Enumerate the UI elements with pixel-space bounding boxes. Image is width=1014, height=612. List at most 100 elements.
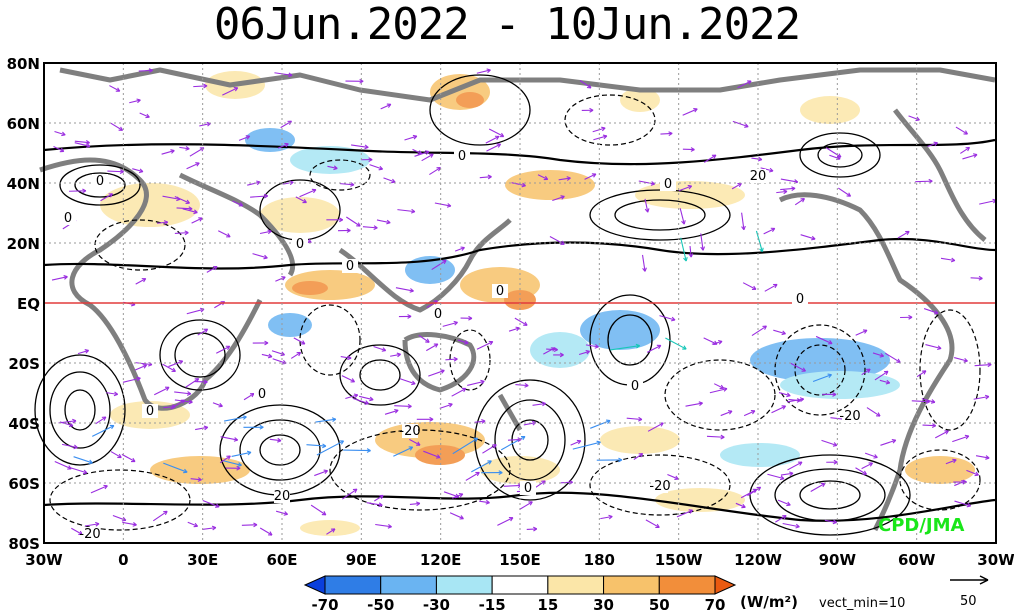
contour-label: 0	[146, 404, 154, 419]
wind-vector	[220, 436, 239, 442]
longitude-axis: 30W 0 30E 60E 90E 120E 150E 180 150W 120W 90W 60W 30…	[25, 551, 1014, 569]
wind-vector	[476, 340, 494, 350]
wind-vector	[107, 169, 124, 175]
wind-vector	[471, 460, 492, 473]
wind-vector	[786, 397, 805, 403]
wind-vector	[426, 343, 439, 352]
wind-vector	[414, 150, 430, 157]
wind-vector	[412, 148, 423, 155]
wind-vector	[340, 355, 352, 361]
wind-vector	[51, 275, 68, 281]
wind-vector	[481, 470, 503, 476]
wind-vector	[922, 423, 937, 428]
wind-vector	[138, 68, 153, 73]
wind-vector	[390, 352, 401, 358]
wind-vector	[682, 147, 695, 152]
contour-label: -20	[839, 409, 860, 424]
wind-vector	[110, 122, 124, 131]
wind-vector	[326, 528, 336, 535]
wind-vector	[428, 369, 445, 377]
wind-vector	[77, 349, 90, 355]
wind-vector	[682, 108, 698, 116]
wind-vector	[908, 115, 920, 122]
wind-vector	[449, 512, 464, 520]
dashed-contours	[49, 94, 981, 531]
wind-vector	[416, 416, 434, 422]
wind-vector	[646, 344, 662, 353]
lon-label: 0	[118, 551, 128, 569]
wind-vector	[777, 499, 791, 507]
wind-vector	[187, 521, 199, 528]
lat-label: 60S	[8, 475, 40, 493]
wind-vector	[434, 202, 452, 208]
contour-label: 20	[750, 169, 767, 184]
wind-vector	[197, 328, 209, 336]
wind-vector	[737, 80, 752, 89]
wind-vector	[231, 450, 252, 458]
wind-vector	[974, 362, 992, 368]
contour-label-bg	[454, 149, 470, 163]
wind-vector	[700, 233, 706, 251]
wind-vector	[584, 173, 597, 180]
wind-vector	[479, 499, 490, 505]
contour-label-bg	[254, 387, 270, 401]
wind-vector	[826, 459, 838, 465]
wind-vector	[222, 460, 242, 467]
wind-vector	[511, 182, 526, 188]
vector-min-label: vect_min=10	[819, 596, 905, 611]
contour-label-bg	[627, 379, 643, 393]
wind-vector	[259, 527, 273, 536]
wind-vector	[532, 401, 547, 407]
wind-vector	[186, 162, 200, 170]
wind-vector	[373, 346, 387, 352]
contour-label: 0	[434, 307, 442, 322]
wind-vector	[163, 462, 188, 474]
contour-label-bg	[660, 177, 676, 191]
contour-label: -20	[79, 527, 100, 542]
wind-vector	[927, 141, 938, 148]
wind-vector	[553, 352, 564, 358]
wind-vector	[134, 364, 148, 371]
wind-vector	[503, 483, 522, 489]
wind-vector	[645, 519, 660, 529]
wind-vector	[261, 353, 273, 359]
wind-vector	[431, 259, 447, 270]
credit-label: CPD/JMA	[878, 515, 965, 536]
wind-vector	[394, 403, 412, 409]
wind-vector	[168, 360, 184, 368]
lon-label: 30E	[187, 551, 218, 569]
wind-vector	[343, 448, 371, 453]
wind-vector	[182, 208, 198, 215]
wind-vector	[676, 509, 694, 518]
contour-label: 0	[496, 284, 504, 299]
contour-label: 0	[96, 174, 104, 189]
map-frame	[43, 62, 997, 544]
contour-label: -20	[399, 424, 420, 439]
wind-vector	[626, 416, 643, 422]
wind-vector	[633, 453, 644, 461]
wind-vector	[369, 164, 384, 171]
contour-label-bg	[842, 409, 858, 423]
wind-vector	[315, 417, 337, 423]
wind-vector	[404, 134, 418, 141]
wind-vector	[970, 275, 983, 281]
wind-vector	[316, 440, 345, 456]
colorbar-tick: 70	[705, 596, 726, 612]
wind-vector	[122, 376, 141, 383]
wind-vector	[375, 523, 392, 529]
wind-vector	[885, 352, 901, 363]
wind-vector	[393, 446, 414, 457]
contour-label-bg	[652, 479, 668, 493]
wind-vector	[935, 430, 949, 439]
wind-vector	[720, 410, 733, 417]
wind-vector	[429, 167, 441, 176]
wind-vector	[361, 157, 373, 163]
wind-vector	[345, 393, 359, 400]
contour-label: 0	[296, 237, 304, 252]
contour-label: 0	[796, 292, 804, 307]
wind-vector	[90, 484, 108, 494]
wind-vector	[73, 456, 93, 465]
wind-vector	[485, 135, 500, 144]
wind-vector	[275, 276, 286, 282]
lat-label: 80N	[7, 55, 40, 73]
